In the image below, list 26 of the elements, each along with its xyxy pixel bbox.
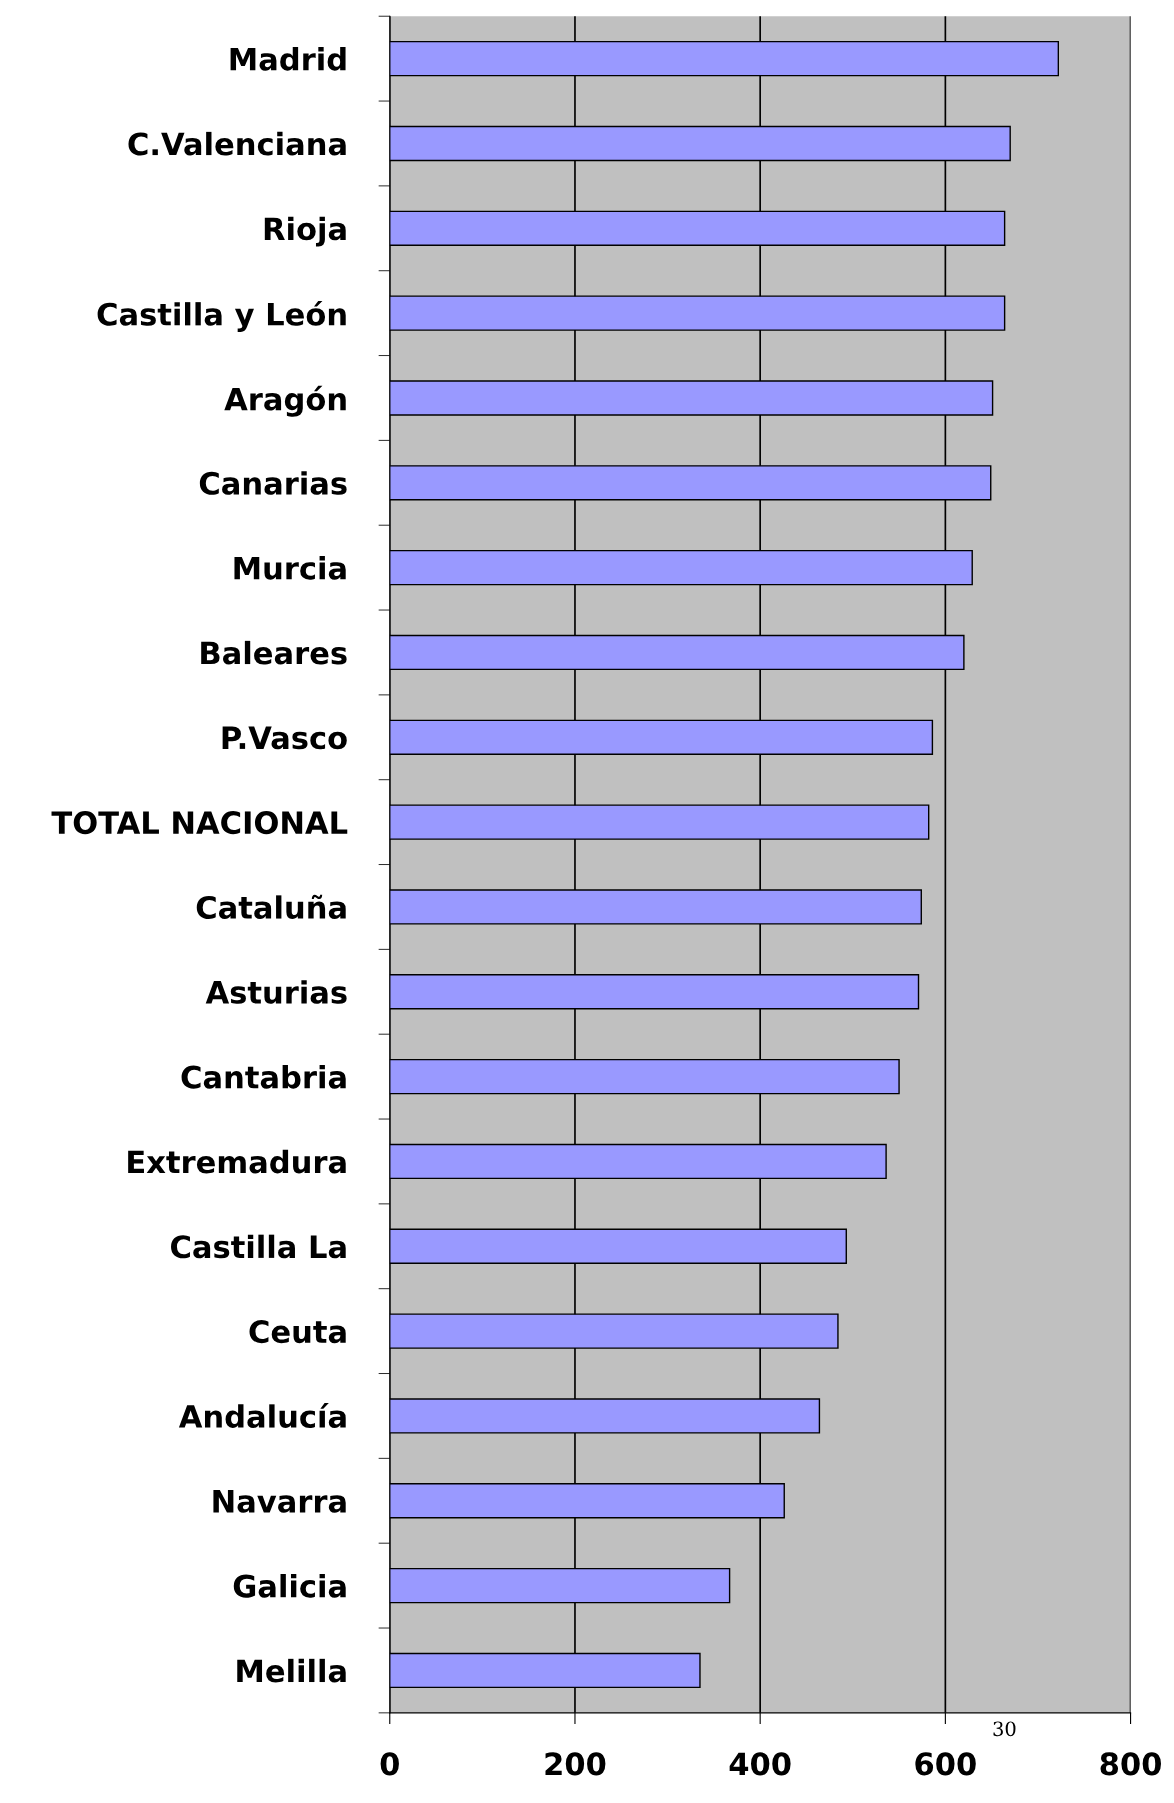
y-tick-label: Melilla [237, 1658, 346, 1683]
y-tick-label: Castilla La [171, 1234, 346, 1259]
y-tick-label: Castilla y León [97, 300, 346, 332]
x-tick-label: 600 [915, 1752, 976, 1776]
x-tick-label: 0 [380, 1752, 399, 1776]
y-tick-label: Extremadura [128, 1149, 346, 1174]
x-tick-label: 200 [545, 1752, 606, 1776]
y-tick-label: Rioja [264, 216, 346, 247]
y-tick-label: Andalucía [178, 1403, 346, 1428]
x-tick-label: 400 [729, 1752, 791, 1776]
y-tick-label: Galicia [233, 1573, 346, 1598]
y-tick-label: Navarra [213, 1490, 346, 1513]
y-tick-label: TOTAL NACIONAL [51, 811, 348, 835]
y-tick-label: Asturias [205, 980, 347, 1004]
y-tick-label: Madrid [230, 47, 346, 71]
y-tick-label: Canarias [199, 471, 347, 495]
y-tick-label: Aragón [224, 385, 346, 417]
x-tick-label: 800 [1100, 1752, 1161, 1776]
y-tick-label: Cataluña [196, 894, 346, 919]
y-tick-label: C.Valenciana [128, 131, 346, 156]
y-tick-label: Murcia [234, 556, 346, 580]
text: 30 [993, 1721, 1016, 1737]
y-tick-label: P.Vasco [222, 726, 347, 750]
y-tick-label: Cantabria [181, 1065, 346, 1089]
y-tick-label: Ceuta [249, 1320, 346, 1344]
y-tick-label: Baleares [201, 640, 347, 665]
